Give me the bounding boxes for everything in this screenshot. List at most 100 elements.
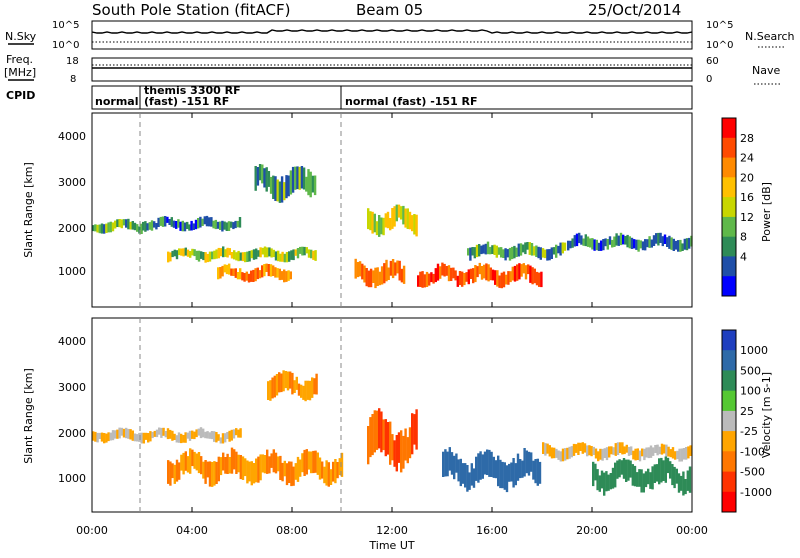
power-cell — [389, 260, 393, 276]
power-cell — [524, 265, 528, 280]
velocity-cell — [636, 448, 639, 460]
velocity-cell — [610, 446, 613, 455]
velocity-cell — [125, 427, 128, 439]
power-cell — [478, 262, 481, 275]
power-cell — [483, 264, 486, 279]
velocity-cell — [497, 455, 500, 487]
power-cell — [467, 269, 470, 285]
power-cell — [489, 246, 492, 255]
velocity-cell — [669, 449, 672, 458]
freq-label-1: Freq. — [6, 53, 33, 66]
power-cell — [175, 250, 179, 260]
power-cell — [655, 233, 658, 244]
velocity-cell — [217, 456, 220, 482]
velocity-cell — [296, 456, 300, 482]
power-cell — [515, 247, 518, 257]
velocity-cell — [215, 461, 218, 484]
velocity-cell — [459, 458, 462, 487]
velocity-cell — [316, 452, 319, 475]
power-cell — [548, 249, 551, 261]
velocity-cell — [122, 428, 126, 438]
power-cell — [263, 264, 266, 277]
velocity-cell — [627, 446, 631, 456]
power-cell — [292, 249, 295, 261]
velocity-cell — [149, 431, 152, 442]
power-cell — [469, 268, 473, 279]
power-cell — [628, 236, 631, 249]
power-cell — [552, 247, 556, 255]
power-cell — [183, 222, 187, 232]
nsearch-tick-top: 10^5 — [706, 20, 733, 31]
colorbar-swatch — [722, 471, 736, 493]
velocity-ytick-3000: 3000 — [58, 381, 86, 394]
velocity-cell — [284, 371, 287, 389]
velocity-cell — [614, 443, 617, 456]
power-cell — [493, 244, 496, 255]
power-cell — [461, 271, 464, 287]
power-cell — [164, 216, 167, 227]
velocity-cell — [592, 446, 595, 455]
velocity-cell — [655, 464, 659, 482]
velocity-cell — [654, 445, 657, 453]
power-cell — [469, 247, 472, 261]
power-cell — [578, 232, 581, 244]
velocity-cell — [572, 443, 576, 456]
power-cell — [140, 223, 143, 234]
power-cell — [302, 167, 306, 190]
velocity-cell — [400, 430, 403, 473]
power-cell — [170, 217, 173, 227]
velocity-cell — [278, 372, 281, 393]
power-cell — [100, 223, 104, 234]
power-cell — [584, 234, 587, 247]
velocity-cell — [590, 446, 593, 457]
power-cell — [303, 246, 306, 256]
power-cell — [432, 273, 435, 284]
velocity-cell — [261, 454, 264, 473]
velocity-cell — [169, 461, 172, 486]
power-cell — [305, 176, 308, 192]
power-cell — [272, 249, 275, 258]
power-cell — [241, 252, 245, 262]
velocity-cell — [597, 451, 600, 462]
power-cell — [428, 273, 431, 286]
velocity-ylabel: Slant Range [km] — [22, 368, 35, 464]
power-cell — [197, 250, 201, 262]
velocity-cell — [189, 448, 192, 474]
station-title: South Pole Station (fitACF) — [92, 1, 290, 19]
power-cell — [382, 217, 385, 236]
freq-tick-top: 18 — [66, 56, 79, 67]
velocity-cell — [618, 459, 621, 478]
power-cell — [544, 249, 547, 259]
power-cell — [550, 247, 553, 259]
power-cell — [205, 215, 209, 227]
power-cell — [305, 247, 308, 254]
velocity-cell — [224, 457, 227, 474]
velocity-cell — [230, 429, 233, 441]
velocity-cell — [453, 455, 456, 480]
velocity-cell — [640, 469, 643, 493]
power-cell — [530, 243, 534, 256]
power-cell — [125, 219, 128, 228]
velocity-cell — [386, 422, 390, 455]
velocity-cell — [634, 448, 637, 461]
beam-title: Beam 05 — [356, 1, 423, 19]
velocity-cell — [186, 456, 190, 473]
nave-tick-top: 60 — [706, 56, 719, 67]
power-cell — [280, 176, 284, 203]
velocity-cell — [263, 455, 267, 474]
velocity-cell — [503, 462, 506, 490]
velocity-cell — [457, 459, 460, 482]
power-cell — [606, 239, 609, 250]
power-cell — [502, 249, 505, 258]
power-cell — [474, 265, 477, 283]
nave-tick-bottom: 0 — [706, 74, 712, 85]
power-cell — [111, 222, 115, 232]
velocity-cell — [532, 460, 535, 480]
power-cell — [378, 271, 382, 286]
power-cell — [580, 235, 583, 245]
colorbar-tick-label: -1000 — [740, 486, 772, 499]
power-cell — [487, 264, 490, 282]
power-cell — [210, 217, 213, 227]
power-cell — [246, 251, 249, 262]
velocity-cell — [180, 433, 183, 444]
